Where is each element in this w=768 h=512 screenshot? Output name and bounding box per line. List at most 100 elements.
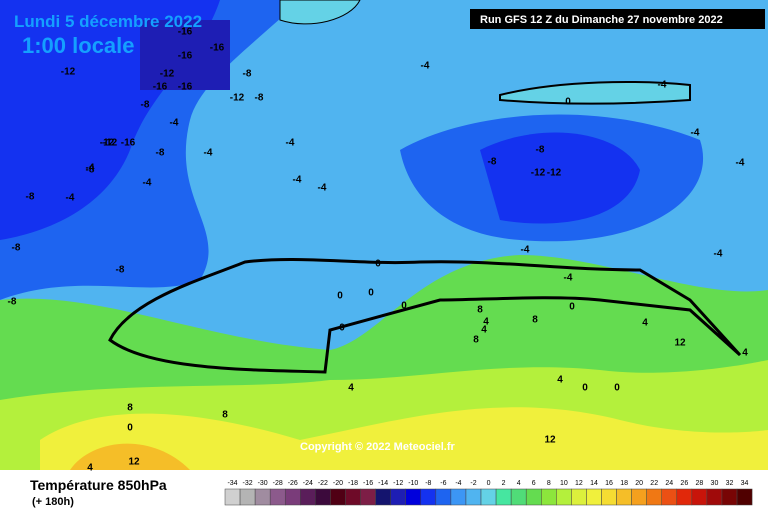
legend-label: -10	[408, 480, 418, 487]
land-outline	[279, 0, 361, 25]
legend-label: 28	[695, 480, 703, 487]
contour-label: -8	[86, 165, 95, 176]
legend-swatch	[390, 488, 406, 506]
legend-subtitle: (+ 180h)	[32, 496, 74, 508]
legend-label: 2	[502, 480, 506, 487]
legend-label: -24	[303, 480, 313, 487]
contour-label: -8	[536, 145, 545, 156]
contour-label: 4	[481, 325, 487, 336]
legend-label: 8	[547, 480, 551, 487]
contour-label: 8	[222, 410, 228, 421]
hot-region	[70, 443, 190, 470]
legend-swatch	[556, 488, 572, 506]
contour-label: -4	[736, 158, 745, 169]
legend-label: 30	[711, 480, 719, 487]
zero-isotherm	[108, 257, 742, 374]
contour-label: -4	[204, 148, 213, 159]
legend-label: -16	[363, 480, 373, 487]
legend-label: 22	[650, 480, 658, 487]
legend-swatch	[736, 488, 753, 506]
legend-label: -32	[243, 480, 253, 487]
contour-label: 4	[87, 463, 93, 474]
legend-label: 14	[590, 480, 598, 487]
contour-label: 0	[127, 423, 133, 434]
contour-label: 0	[337, 291, 343, 302]
date: Lundi 5 décembre 2022	[14, 12, 202, 31]
legend-swatch	[571, 488, 587, 506]
legend-label: 6	[532, 480, 536, 487]
legend-swatch	[254, 488, 271, 506]
contour-label: 8	[127, 403, 133, 414]
contour-label: 12	[544, 435, 556, 446]
legend-label: 34	[741, 480, 749, 487]
contour-label: -8	[243, 69, 252, 80]
contour-label: 0	[569, 302, 575, 313]
legend-swatch	[525, 488, 542, 506]
contour-label: -8	[156, 148, 165, 159]
contour-label: -8	[12, 243, 21, 254]
contour-label: 12	[128, 457, 140, 468]
legend-label: 16	[605, 480, 613, 487]
contour-label: 4	[557, 375, 563, 386]
legend-swatch	[450, 488, 467, 506]
legend-label: -8	[425, 480, 431, 487]
contour-label: -4	[714, 249, 723, 260]
contour-label: 8	[532, 315, 538, 326]
contour-label: 0	[375, 259, 381, 270]
legend-swatch	[646, 488, 662, 506]
contour-label: -16	[153, 82, 168, 93]
contour-label: -8	[116, 265, 125, 276]
contour-label: -16	[178, 82, 193, 93]
contour-label: -4	[66, 193, 75, 204]
legend-swatch	[435, 488, 452, 506]
cold-core	[140, 20, 230, 90]
legend-title: Température 850hPa	[30, 477, 167, 493]
contour-label: 4	[348, 383, 354, 394]
legend-label: -22	[318, 480, 328, 487]
legend-swatch	[360, 488, 376, 506]
contour-label: 0	[582, 383, 588, 394]
contour-label: -4	[691, 128, 700, 139]
contour-label: 12	[674, 338, 686, 349]
legend-swatch	[239, 488, 256, 506]
legend-label: 32	[726, 480, 734, 487]
legend-swatch	[405, 488, 422, 506]
legend-swatch	[480, 488, 497, 506]
warm-region	[40, 407, 768, 470]
contour-label: 0	[401, 301, 407, 312]
contour-label: -8	[255, 93, 264, 104]
legend-swatch	[661, 488, 678, 506]
run-info: Run GFS 12 Z du Dimanche 27 novembre 202…	[480, 14, 723, 26]
legend-swatch	[510, 488, 527, 506]
contour-label: -12	[531, 168, 546, 179]
legend-label: -26	[288, 480, 298, 487]
legend-label: -12	[393, 480, 403, 487]
legend-swatch	[691, 488, 708, 506]
contour-label: 0	[565, 97, 571, 108]
legend-swatch	[315, 488, 331, 506]
legend-swatch	[601, 488, 617, 506]
land-outline	[499, 81, 691, 105]
legend-label: -20	[333, 480, 343, 487]
contour-label: 8	[477, 305, 483, 316]
legend-label: -18	[348, 480, 358, 487]
legend-label: 10	[560, 480, 568, 487]
legend-label: 18	[620, 480, 628, 487]
legend-label: 26	[680, 480, 688, 487]
contour-label: 0	[368, 288, 374, 299]
contour-label: -8	[26, 192, 35, 203]
contour-label: -4	[564, 273, 573, 284]
contour-label: -16	[178, 27, 193, 38]
legend-label: -28	[273, 480, 283, 487]
contour-label: -4	[286, 138, 295, 149]
legend-label: 20	[635, 480, 643, 487]
contour-label: -16	[178, 51, 193, 62]
legend-swatch	[330, 488, 346, 506]
legend-label: -34	[227, 480, 237, 487]
legend-swatch	[616, 488, 632, 506]
contour-label: 8	[473, 335, 479, 346]
contour-label: -4	[143, 178, 152, 189]
legend-swatch	[224, 488, 241, 506]
legend-label: -6	[440, 480, 446, 487]
